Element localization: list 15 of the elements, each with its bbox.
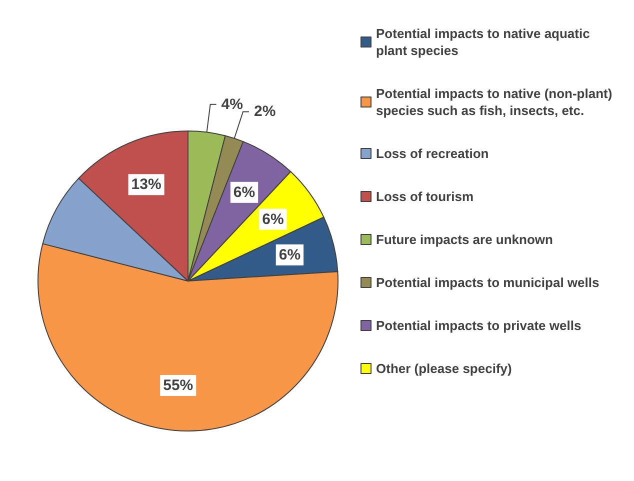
legend-label: Loss of recreation <box>376 146 489 161</box>
legend-label: Future impacts are unknown <box>376 232 554 247</box>
legend-label: Potential impacts to private wells <box>376 318 582 333</box>
data-label: 55% <box>163 377 194 394</box>
data-label: 13% <box>131 176 162 194</box>
legend-label: Other (please specify) <box>376 361 512 376</box>
data-label: 6% <box>233 184 256 201</box>
data-label: 4% <box>221 96 243 113</box>
legend-label: Potential impacts to municipal wells <box>376 275 600 290</box>
legend-label: Potential impacts to native (non-plant) species such as fish, insects, etc. <box>376 86 616 118</box>
legend-label: Loss of tourism <box>376 189 474 204</box>
data-label: 6% <box>262 210 284 228</box>
data-label: 2% <box>254 103 276 120</box>
legend-label: Potential impacts to native aquatic plant species <box>376 26 594 58</box>
data-label: 6% <box>278 246 301 264</box>
